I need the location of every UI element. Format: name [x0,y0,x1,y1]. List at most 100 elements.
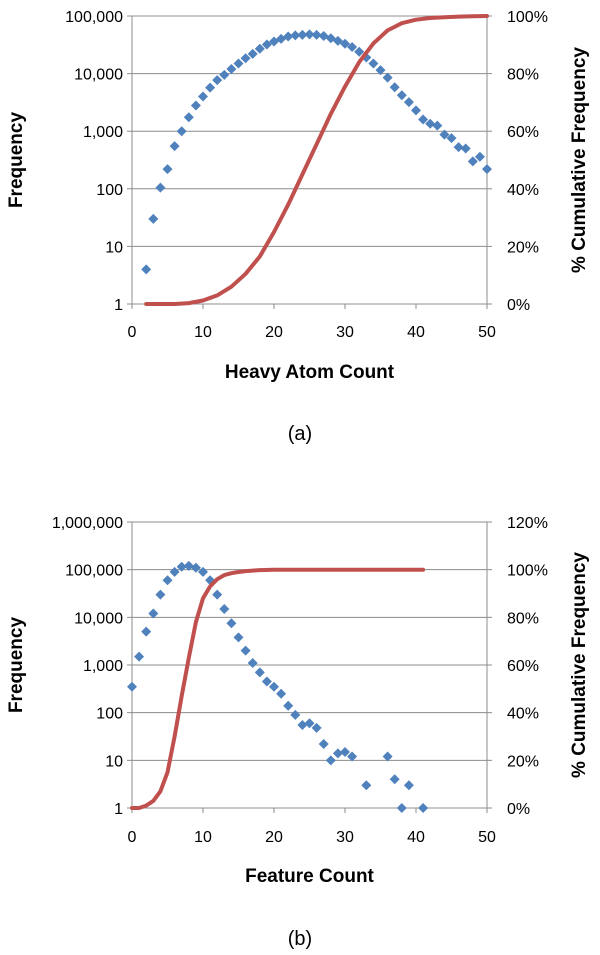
data-point [169,566,180,577]
data-point [183,112,194,123]
y-axis-title: Frequency [6,617,27,714]
y2-tick-label: 80% [507,610,539,627]
y2-tick-label: 20% [507,239,539,256]
data-point [269,681,279,692]
data-point [283,700,294,711]
data-point [261,676,272,687]
data-point [190,100,201,111]
y2-tick-label: 20% [507,753,539,770]
data-point [127,681,137,692]
data-point [183,560,194,571]
x-tick-label: 30 [336,324,354,341]
data-point [162,164,173,175]
x-tick-label: 40 [407,829,425,846]
cumulative-frequency-line [130,567,426,810]
y-axis-title: Frequency [6,112,27,209]
data-point [432,120,443,131]
data-point [141,626,152,637]
data-point [233,632,244,643]
data-point [247,48,258,59]
y-tick-label: 1,000 [83,124,123,141]
data-point [474,151,485,162]
data-point [403,97,414,108]
data-point [219,603,230,614]
chart-b: 1101001,00010,000100,0001,000,0000%20%40… [6,515,590,950]
data-point [198,91,208,102]
data-point [169,141,180,152]
y2-tick-label: 40% [507,706,539,723]
x-tick-label: 10 [194,324,212,341]
frequency-points [127,560,429,813]
data-point [396,803,407,813]
data-point [148,608,159,619]
y2-axis-title: % Cumulative Frequency [569,47,590,273]
data-point [396,90,407,101]
y-tick-label: 10,000 [74,67,123,84]
data-point [389,82,400,93]
data-point [382,751,393,762]
y2-tick-label: 100% [507,9,548,26]
data-point [425,118,436,129]
x-tick-label: 0 [128,829,137,846]
data-point [190,562,201,573]
y-tick-label: 100 [96,182,123,199]
x-tick-label: 0 [128,324,137,341]
x-tick-label: 50 [478,829,496,846]
data-point [439,129,450,140]
data-point [261,39,272,50]
figure-caption: (b) [288,928,312,950]
data-point [276,688,287,699]
x-tick-label: 40 [407,324,425,341]
data-point [354,46,365,57]
x-axis-title: Heavy Atom Count [225,362,395,383]
x-tick-label: 20 [265,829,283,846]
y-tick-label: 100 [96,706,123,723]
data-point [467,156,478,167]
data-point [254,667,265,678]
data-point [340,746,350,757]
data-point [141,264,152,275]
data-point [205,82,216,93]
y2-tick-label: 60% [507,658,539,675]
y2-tick-label: 80% [507,67,539,84]
data-point [290,30,301,41]
data-point [176,126,187,137]
data-point [233,58,244,69]
cumulative-frequency-line [144,14,489,306]
data-point [304,718,315,729]
data-point [247,658,258,669]
data-point [446,133,457,144]
data-point [453,142,464,153]
data-point [318,739,329,750]
data-point [418,803,429,813]
data-point [375,65,386,76]
y-tick-label: 10 [105,753,123,770]
y-tick-label: 100,000 [65,563,123,580]
data-point [162,575,173,586]
data-point [311,29,322,40]
data-point [226,64,237,75]
data-point [148,213,159,224]
data-point [382,72,393,83]
data-point [212,75,223,86]
data-point [325,755,336,766]
y2-tick-label: 0% [507,297,530,314]
data-point [418,114,429,125]
data-point [240,645,251,656]
y-tick-label: 10,000 [74,610,123,627]
x-tick-label: 30 [336,829,354,846]
data-point [240,53,251,64]
chart-a: 1101001,00010,000100,0000%20%40%60%80%10… [6,9,590,445]
data-point [403,780,414,791]
y-tick-label: 1 [114,801,123,818]
data-point [361,780,372,791]
figure-caption: (a) [288,423,312,445]
x-tick-label: 10 [194,829,212,846]
y2-tick-label: 40% [507,182,539,199]
y2-tick-label: 0% [507,801,530,818]
y2-tick-label: 100% [507,563,548,580]
data-point [155,182,166,193]
data-point [226,618,237,629]
data-point [460,143,471,154]
data-point [198,566,208,577]
